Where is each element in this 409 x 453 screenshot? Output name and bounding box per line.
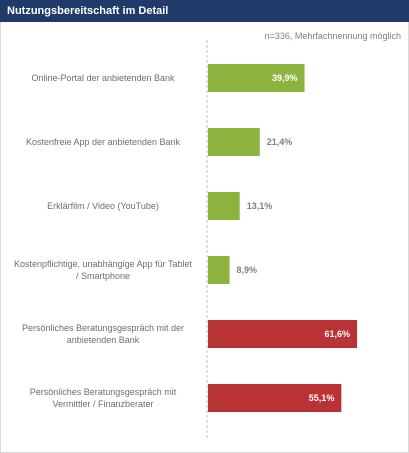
value-label: 13,1%: [247, 201, 273, 211]
bar: [208, 192, 240, 220]
bar: [208, 256, 230, 284]
category-label: Online-Portal der anbietenden Bank: [31, 73, 175, 83]
category-label: Erklärfilm / Video (YouTube): [47, 201, 159, 211]
bar: [208, 320, 358, 348]
chart-title: Nutzungsbereitschaft im Detail: [7, 5, 169, 17]
sample-note: n=336, Mehrfachnennung möglich: [264, 31, 401, 41]
value-label: 55,1%: [309, 393, 335, 403]
category-label: Kostenpflichtige, unabhängige App für Ta…: [14, 259, 192, 281]
category-label: Persönliches Beratungsgespräch mit der an…: [22, 323, 184, 345]
chart-header: Nutzungsbereitschaft im Detail: [0, 0, 409, 22]
value-label: 39,9%: [272, 73, 298, 83]
category-label: Kostenfreie App der anbietenden Bank: [26, 137, 181, 147]
value-label: 21,4%: [267, 137, 293, 147]
bar: [208, 384, 342, 412]
value-label: 8,9%: [237, 265, 258, 275]
category-label: Persönliches Beratungsgespräch mit Vermit…: [30, 387, 177, 409]
value-label: 61,6%: [325, 329, 351, 339]
bar: [208, 64, 305, 92]
bar: [208, 128, 260, 156]
